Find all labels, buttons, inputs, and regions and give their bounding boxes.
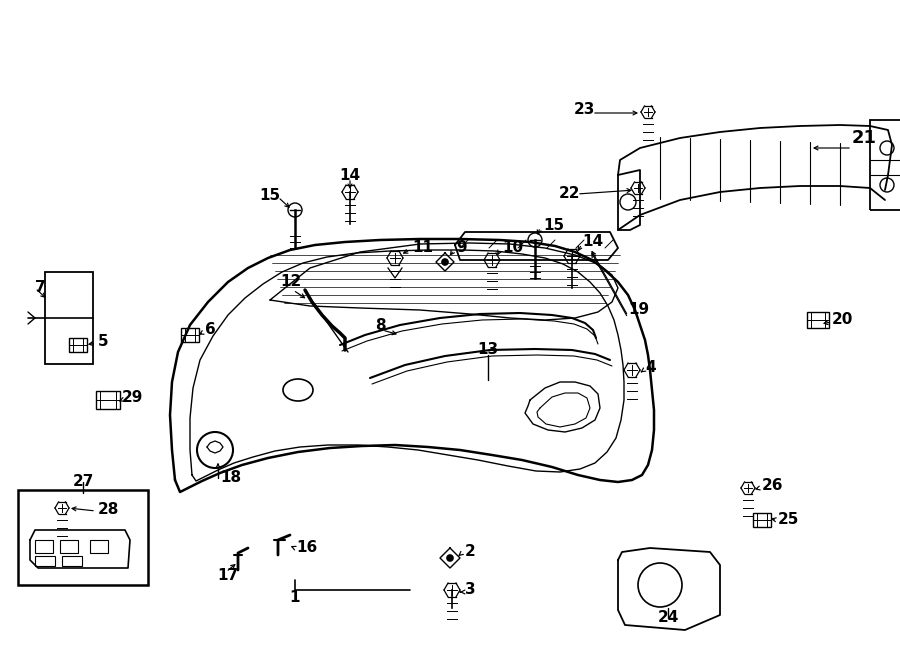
Text: 11: 11 (412, 241, 433, 256)
Bar (807, 312, 829, 328)
Text: 4: 4 (645, 360, 655, 375)
Text: 24: 24 (657, 611, 679, 625)
Text: 16: 16 (296, 541, 317, 555)
Text: 29: 29 (122, 391, 143, 405)
Text: 20: 20 (832, 313, 853, 327)
Text: 5: 5 (98, 334, 109, 350)
Bar (753, 513, 771, 527)
Text: 6: 6 (205, 323, 216, 338)
Text: 23: 23 (573, 102, 595, 118)
Bar (96, 391, 120, 409)
Bar (181, 328, 199, 342)
Text: 10: 10 (502, 241, 523, 256)
Text: 1: 1 (290, 590, 301, 605)
Text: 13: 13 (477, 342, 499, 358)
Bar (45, 272, 93, 364)
Text: 21: 21 (852, 129, 877, 147)
Text: 25: 25 (778, 512, 799, 527)
Text: 9: 9 (456, 241, 466, 256)
Text: 7: 7 (35, 280, 46, 295)
Text: 14: 14 (339, 167, 361, 182)
Text: 2: 2 (465, 545, 476, 559)
Text: 14: 14 (582, 235, 603, 249)
Bar (18, 490, 148, 585)
Text: 15: 15 (259, 188, 280, 202)
Bar (35, 556, 55, 566)
Text: 17: 17 (218, 568, 238, 582)
Text: 15: 15 (543, 217, 564, 233)
Text: 26: 26 (762, 477, 784, 492)
Text: 8: 8 (375, 317, 385, 332)
Bar (69, 338, 87, 352)
Bar (60, 540, 78, 553)
Text: 18: 18 (220, 471, 241, 485)
Bar (62, 556, 82, 566)
Bar (870, 120, 900, 210)
Bar (35, 540, 53, 553)
Circle shape (447, 555, 453, 561)
Text: 28: 28 (98, 502, 120, 518)
Circle shape (442, 259, 448, 265)
Bar (90, 540, 108, 553)
Text: 27: 27 (72, 475, 94, 490)
Text: 19: 19 (628, 303, 649, 317)
Text: 12: 12 (280, 274, 302, 290)
Text: 22: 22 (559, 186, 580, 202)
Text: 3: 3 (465, 582, 475, 598)
